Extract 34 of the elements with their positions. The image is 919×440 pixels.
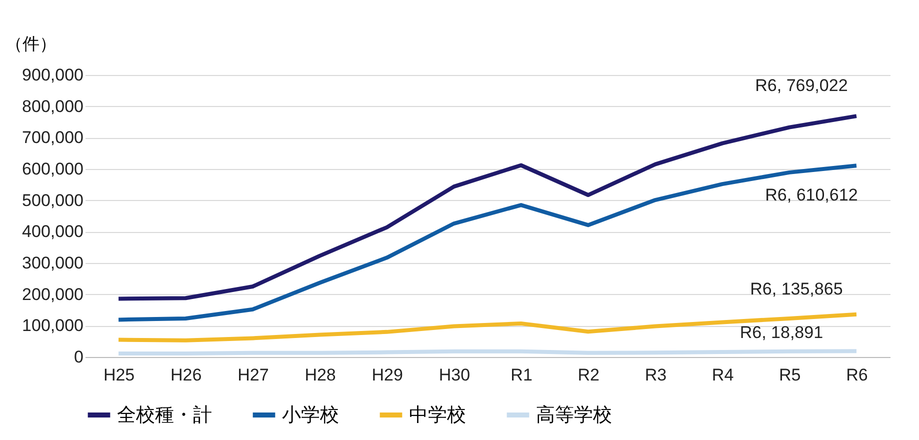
line-series — [116, 312, 858, 342]
y-tick-label: 500,000 — [22, 190, 84, 210]
legend-label: 中学校 — [409, 405, 466, 426]
x-tick-label: H29 — [372, 366, 403, 384]
y-axis-title: （件） — [6, 34, 56, 54]
x-tick-label: H28 — [304, 366, 336, 384]
x-tick-label: R5 — [779, 366, 801, 384]
x-tick-label: R2 — [578, 366, 600, 384]
x-tick-label: H30 — [438, 366, 470, 384]
annotation: R6, 18,891 — [740, 323, 824, 342]
legend-label: 高等学校 — [536, 404, 612, 426]
annotation: R6, 135,865 — [750, 279, 843, 298]
y-tick-label: 0 — [74, 348, 84, 366]
y-tick-label: 200,000 — [22, 284, 84, 304]
y-tick-label: 100,000 — [22, 316, 84, 336]
x-tick-label: R6 — [846, 366, 868, 384]
annotation: R6, 610,612 — [765, 186, 858, 205]
y-tick-label: 600,000 — [22, 160, 84, 178]
legend-label: 小学校 — [282, 405, 339, 426]
y-tick-label: 900,000 — [22, 66, 84, 84]
line-series — [116, 114, 858, 301]
y-tick-label: 300,000 — [22, 254, 84, 272]
y-tick-label: 800,000 — [22, 96, 84, 116]
x-tick-label: H26 — [170, 366, 202, 384]
x-tick-label: H25 — [103, 366, 135, 384]
x-tick-label: H27 — [238, 366, 269, 384]
x-tick-label: R4 — [712, 366, 734, 384]
legend-label: 全校種・計 — [117, 405, 212, 426]
line-series — [116, 164, 858, 322]
x-tick-label: R3 — [644, 366, 667, 384]
y-tick-label: 700,000 — [22, 128, 84, 148]
y-tick-label: 400,000 — [22, 222, 84, 242]
x-tick-label: R1 — [510, 366, 532, 384]
annotation: R6, 769,022 — [755, 76, 848, 96]
